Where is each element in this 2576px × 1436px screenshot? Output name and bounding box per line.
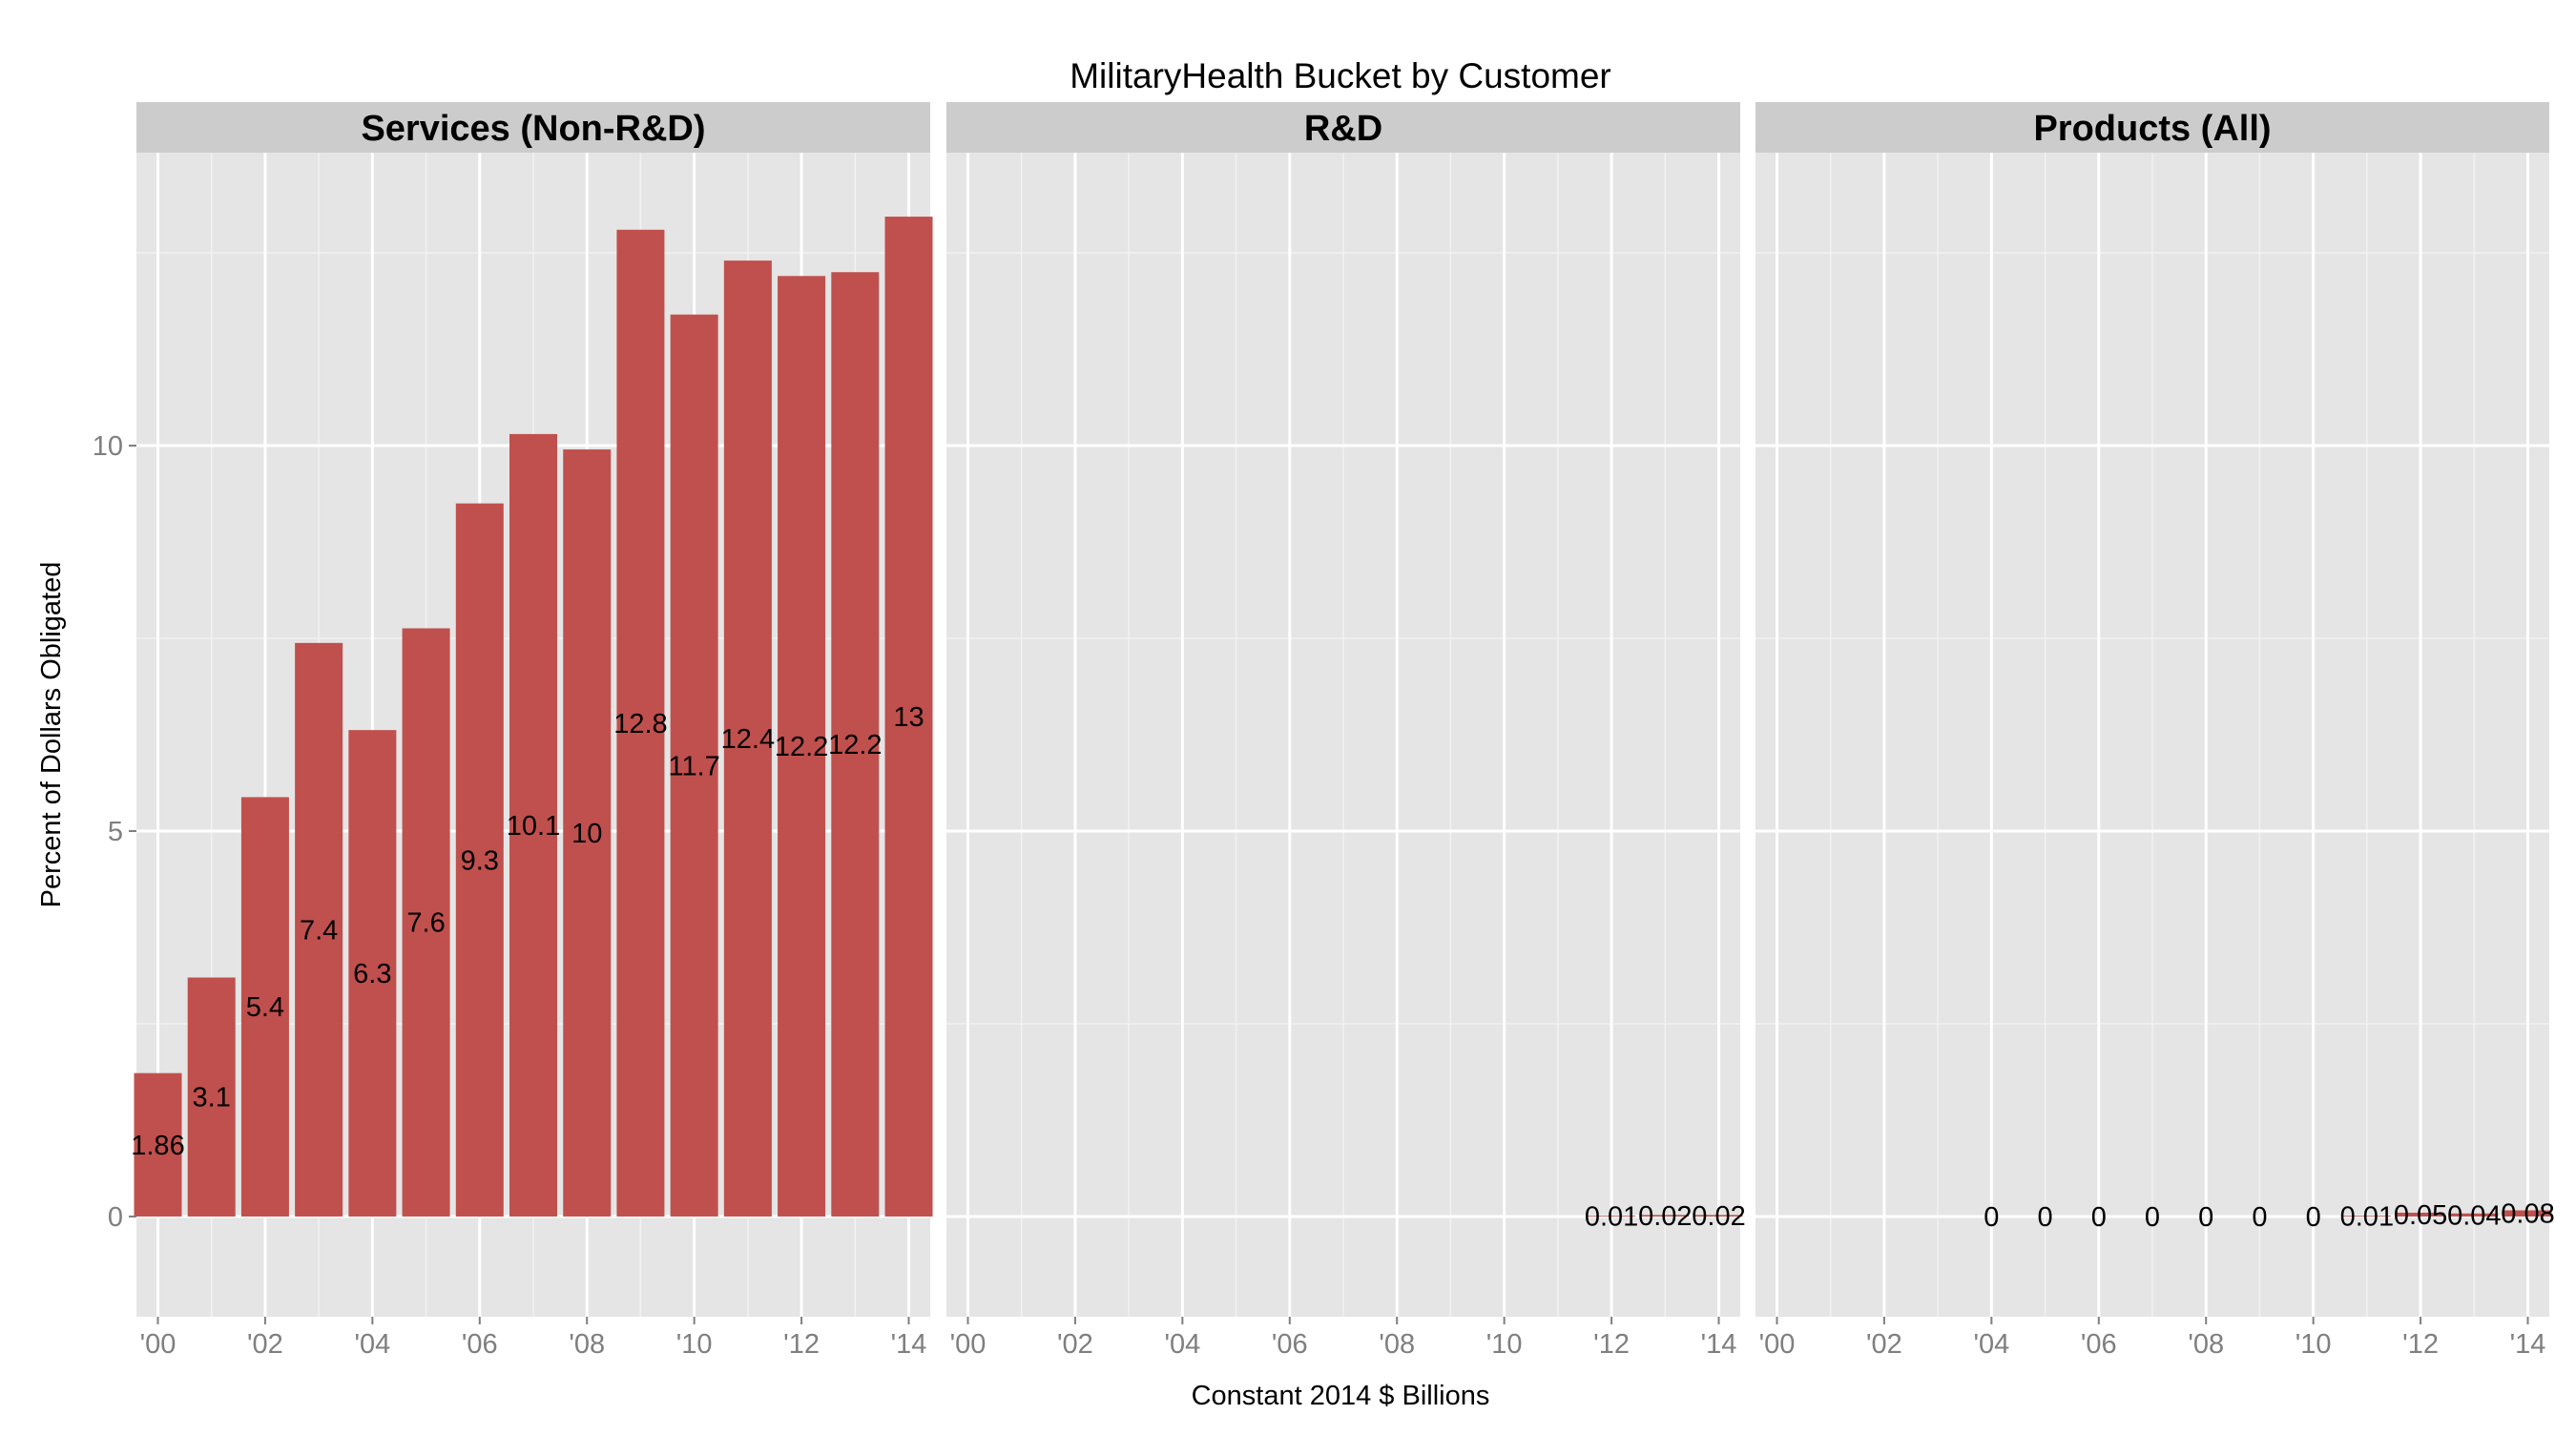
bar-9.3 — [455, 503, 504, 1217]
data-label: 0.02 — [1638, 1201, 1692, 1232]
x-tick-label: '10 — [2296, 1329, 2332, 1360]
data-label: 0.04 — [2447, 1200, 2501, 1231]
data-label: 10 — [571, 819, 602, 849]
x-tick-label: '12 — [1593, 1329, 1630, 1360]
bar-12.2 — [831, 272, 880, 1217]
bar-0.01 — [1588, 1216, 1636, 1217]
x-tick-label: '12 — [2402, 1329, 2439, 1360]
y-tick-label: 0 — [108, 1202, 123, 1233]
bar-12.2 — [778, 276, 826, 1217]
data-label: 0.08 — [2501, 1199, 2554, 1230]
bar-0.04 — [2450, 1213, 2499, 1217]
bar-10.1 — [509, 433, 557, 1217]
x-tick-label: '10 — [1486, 1329, 1523, 1360]
x-tick-label: '00 — [1759, 1329, 1796, 1360]
panel-3: Products (All) 0 0 0 0 0 0 0 0.01 0.05 0.04 0.08 '00… — [1755, 102, 2555, 1360]
chart-title: MilitaryHealth Bucket by Customer — [1070, 56, 1611, 95]
panel-strip — [136, 102, 930, 153]
data-label: 13 — [893, 702, 924, 733]
data-label: 12.8 — [613, 709, 667, 739]
data-label: 7.4 — [300, 915, 338, 946]
x-tick-label: '02 — [247, 1329, 283, 1360]
bar-12.4 — [723, 260, 772, 1217]
y-tick-label: 5 — [108, 817, 123, 847]
bar-0.02 — [1641, 1215, 1690, 1217]
bar-0.05 — [2397, 1212, 2445, 1217]
x-tick-label: '04 — [1164, 1329, 1200, 1360]
data-label: 9.3 — [461, 845, 499, 876]
panel-1: Services (Non-R&D) 1.86 3.1 5.4 7.4 6.3 7.6 9.3… — [93, 102, 933, 1360]
bar-10 — [563, 449, 612, 1217]
x-tick-label: '00 — [140, 1329, 177, 1360]
x-tick-label: '14 — [2510, 1329, 2546, 1360]
data-label: 0.01 — [2340, 1202, 2394, 1233]
panel-strip-label: R&D — [1304, 109, 1382, 149]
data-label: 0.02 — [1692, 1201, 1745, 1232]
bar-1.86 — [134, 1072, 182, 1217]
data-label: 0 — [2091, 1202, 2107, 1233]
data-label: 0.05 — [2394, 1200, 2447, 1231]
x-tick-label: '06 — [2081, 1329, 2117, 1360]
bar-7.4 — [295, 642, 343, 1217]
data-label: 0 — [2198, 1202, 2213, 1233]
data-label: 0 — [2037, 1202, 2052, 1233]
panel-strip-label: Products (All) — [2033, 109, 2271, 149]
data-label: 0 — [1984, 1202, 1999, 1233]
data-label: 5.4 — [246, 992, 284, 1023]
x-tick-label: '08 — [1379, 1329, 1415, 1360]
data-label: 12.4 — [721, 724, 775, 755]
data-label: 12.2 — [828, 730, 882, 760]
data-label: 10.1 — [507, 811, 560, 842]
bar-12.8 — [616, 229, 665, 1217]
panel-strip-label: Services (Non-R&D) — [361, 109, 705, 149]
x-tick-label: '08 — [569, 1329, 605, 1360]
x-tick-label: '14 — [1701, 1329, 1737, 1360]
x-tick-label: '02 — [1866, 1329, 1902, 1360]
panels-layer: Services (Non-R&D) 1.86 3.1 5.4 7.4 6.3 7.6 9.3… — [93, 102, 2555, 1360]
data-label: 3.1 — [193, 1083, 231, 1113]
y-tick-label: 10 — [93, 431, 123, 462]
data-label: 1.86 — [131, 1131, 184, 1161]
bar-0.02 — [1694, 1215, 1743, 1217]
data-label: 0 — [2306, 1202, 2321, 1233]
x-tick-label: '00 — [950, 1329, 987, 1360]
panel-2: R&D0.01 0.02 0.02'00'02'04'06'08'10'12'14 — [946, 102, 1746, 1360]
x-tick-label: '10 — [676, 1329, 713, 1360]
x-tick-label: '04 — [1973, 1329, 2009, 1360]
x-tick-label: '04 — [354, 1329, 390, 1360]
x-tick-label: '08 — [2188, 1329, 2224, 1360]
data-label: 0 — [2252, 1202, 2267, 1233]
bar-7.6 — [402, 628, 450, 1217]
data-label: 6.3 — [353, 959, 391, 989]
panel-strip — [1755, 102, 2549, 153]
x-tick-label: '06 — [1272, 1329, 1308, 1360]
data-label: 0 — [2145, 1202, 2160, 1233]
data-label: 7.6 — [406, 908, 445, 939]
bar-5.4 — [240, 797, 289, 1217]
bar-6.3 — [348, 730, 397, 1217]
x-tick-label: '02 — [1057, 1329, 1093, 1360]
data-label: 11.7 — [669, 751, 720, 781]
bar-13 — [884, 217, 933, 1217]
bar-11.7 — [670, 314, 718, 1217]
bar-0.08 — [2503, 1210, 2552, 1217]
x-tick-label: '14 — [891, 1329, 927, 1360]
x-tick-label: '06 — [462, 1329, 498, 1360]
bar-0.01 — [2342, 1216, 2391, 1217]
panel-strip — [946, 102, 1740, 153]
bar-3.1 — [187, 977, 236, 1217]
x-tick-label: '12 — [783, 1329, 820, 1360]
data-label: 0.01 — [1585, 1202, 1638, 1233]
y-axis-title: Percent of Dollars Obligated — [36, 562, 67, 908]
data-label: 12.2 — [775, 732, 828, 762]
x-axis-title: Constant 2014 $ Billions — [1192, 1381, 1490, 1411]
